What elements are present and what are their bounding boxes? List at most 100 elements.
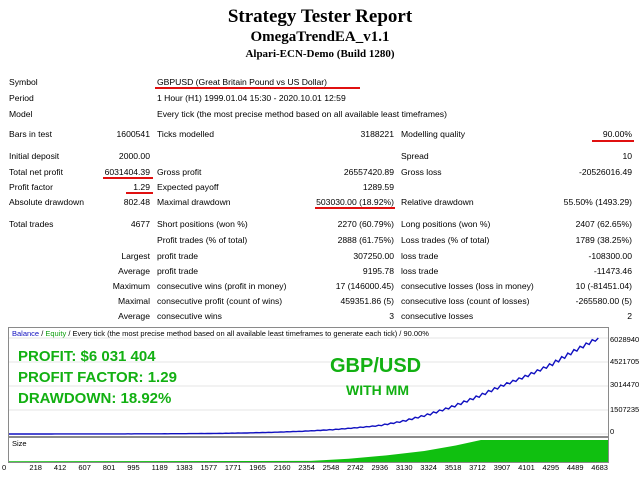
spread-label: Spread: [401, 151, 429, 161]
x-tick-label: 2160: [273, 463, 291, 472]
avg-cons-wins-value: 3: [389, 311, 394, 321]
gross-profit-value: 26557420.89: [343, 167, 394, 177]
balance-chart-svg: [9, 337, 608, 435]
y-tick-label: 6028940: [610, 335, 640, 344]
short-label: Short positions (won %): [157, 219, 248, 229]
largest-profit-value: 307250.00: [353, 251, 394, 261]
ticks-label: Ticks modelled: [157, 129, 214, 139]
x-tick-label: 1577: [200, 463, 218, 472]
overlay-profit: PROFIT: $6 031 404: [18, 348, 156, 365]
gross-profit-label: Gross profit: [157, 167, 202, 177]
gross-loss-value: -20526016.49: [578, 167, 632, 177]
x-tick-label: 412: [53, 463, 67, 472]
y-tick-label: 1507235: [610, 405, 640, 414]
x-tick-label: 1771: [224, 463, 242, 472]
net-profit-underline: [103, 177, 153, 179]
avg-profit-label: profit trade: [157, 266, 199, 276]
loss-trades-label: Loss trades (% of total): [401, 235, 490, 245]
x-tick-label: 3518: [444, 463, 462, 472]
largest-profit-label: profit trade: [157, 251, 199, 261]
x-tick-label: 4683: [591, 463, 608, 472]
size-panel-svg: [9, 440, 608, 462]
max-drawdown-value: 503030.00 (18.92%): [316, 197, 394, 207]
ticks-value: 3188221: [360, 129, 394, 139]
balance-line: [9, 337, 599, 435]
profit-trades-value: 2888 (61.75%): [337, 235, 394, 245]
legend-separator: /: [39, 329, 46, 338]
profit-trades-label: Profit trades (% of total): [157, 235, 248, 245]
quality-label: Modelling quality: [401, 129, 466, 139]
x-tick-label: 1965: [249, 463, 266, 472]
x-tick-label: 607: [78, 463, 91, 472]
overlay-pair: GBP/USD: [330, 355, 422, 377]
symbol-value: GBPUSD (Great Britain Pound vs US Dollar…: [157, 77, 328, 87]
x-tick-label: 2354: [298, 463, 315, 472]
x-tick-label: 4489: [566, 463, 584, 472]
maximal-cons-profit-value: 459351.86 (5): [340, 296, 394, 306]
period-value: 1 Hour (H1) 1999.01.04 15:30 - 2020.10.0…: [157, 93, 346, 103]
avg-loss-value: -11473.46: [593, 266, 632, 276]
profit-factor-underline: [126, 192, 153, 194]
maximal-cons-profit-label: consecutive profit (count of wins): [157, 296, 283, 306]
overlay-mm: WITH MM: [346, 382, 409, 398]
gross-loss-label: Gross loss: [401, 167, 442, 177]
model-label: Model: [9, 109, 33, 119]
server-info: Alpari-ECN-Demo (Build 1280): [245, 48, 395, 60]
maximal-cons-loss-value: -265580.00 (5): [575, 296, 632, 306]
avg-cons-losses-label: consecutive losses: [401, 311, 474, 321]
max-cons-wins-value: 17 (146000.45): [335, 281, 394, 291]
long-label: Long positions (won %): [401, 219, 491, 229]
maximal-label: Maximal: [118, 296, 150, 306]
x-tick-label: 3324: [420, 463, 437, 472]
profit-factor-label: Profit factor: [9, 182, 53, 192]
x-tick-label: 2742: [347, 463, 364, 472]
avg-cons-losses-value: 2: [627, 311, 632, 321]
deposit-label: Initial deposit: [9, 151, 60, 161]
quality-underline: [592, 140, 634, 142]
largest-loss-label: loss trade: [401, 251, 439, 261]
rel-drawdown-label: Relative drawdown: [401, 197, 474, 207]
size-panel: Size: [8, 437, 609, 463]
x-tick-label: 4101: [518, 463, 535, 472]
deposit-value: 2000.00: [118, 151, 150, 161]
x-tick-label: 801: [102, 463, 116, 472]
x-tick-label: 2936: [371, 463, 389, 472]
bars-value: 1600541: [116, 129, 150, 139]
net-profit-value: 6031404.39: [104, 167, 150, 177]
period-label: Period: [9, 93, 34, 103]
loss-trades-value: 1789 (38.25%): [575, 235, 632, 245]
x-tick-label: 3712: [469, 463, 486, 472]
x-tick-label: 3907: [493, 463, 511, 472]
x-tick-label: 4295: [542, 463, 560, 472]
abs-drawdown-value: 802.48: [123, 197, 150, 207]
largest-label: Largest: [121, 251, 150, 261]
x-tick-label: 1383: [176, 463, 193, 472]
legend-balance: Balance: [12, 329, 40, 338]
y-tick-label: 0: [610, 427, 615, 436]
abs-drawdown-label: Absolute drawdown: [9, 197, 85, 207]
symbol-label: Symbol: [9, 77, 38, 87]
average2-label: Average: [118, 311, 150, 321]
report-title: Strategy Tester Report: [227, 6, 413, 27]
maximal-cons-loss-label: consecutive loss (count of losses): [401, 296, 530, 306]
x-tick-label: 1189: [151, 463, 168, 472]
x-tick-label: 218: [29, 463, 42, 472]
symbol-underline: [155, 87, 360, 89]
payoff-label: Expected payoff: [157, 182, 219, 192]
y-tick-label: 3014470: [610, 380, 640, 389]
ea-name: OmegaTrendEA_v1.1: [250, 29, 390, 45]
net-profit-label: Total net profit: [9, 167, 63, 177]
x-tick-label: 3130: [395, 463, 413, 472]
avg-loss-label: loss trade: [401, 266, 439, 276]
overlay-drawdown: DRAWDOWN: 18.92%: [18, 390, 172, 407]
rel-drawdown-value: 55.50% (1493.29): [563, 197, 632, 207]
total-trades-label: Total trades: [9, 219, 54, 229]
size-area: [9, 440, 608, 462]
max-drawdown-label: Maximal drawdown: [157, 197, 231, 207]
x-axis: 0 218 412 607 801 995 1189 1383 1577 1771 1965 2160…: [0, 463, 640, 477]
long-value: 2407 (62.65%): [575, 219, 632, 229]
x-tick-label: 2548: [322, 463, 340, 472]
short-value: 2270 (60.79%): [337, 219, 394, 229]
avg-profit-value: 9195.78: [362, 266, 394, 276]
y-tick-label: 4521705: [610, 357, 640, 366]
